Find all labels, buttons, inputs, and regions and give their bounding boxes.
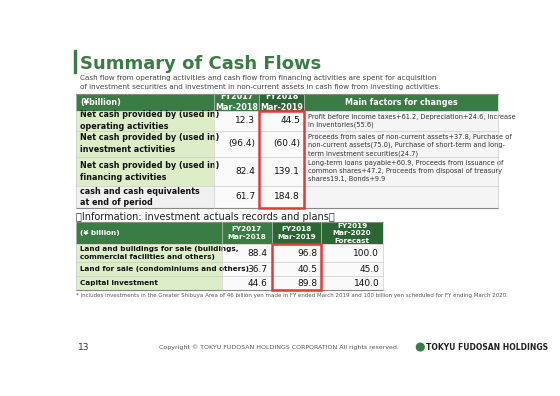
Text: 61.7: 61.7 [235,192,255,202]
Bar [272,244,321,290]
Bar [76,244,222,263]
Text: 96.8: 96.8 [297,249,317,258]
Text: (96.4): (96.4) [228,139,255,148]
Bar [272,222,321,244]
Text: Cash flow from operating activities and cash flow from financing activities are : Cash flow from operating activities and … [80,75,441,90]
Text: FY2017
Mar-2018: FY2017 Mar-2018 [215,92,258,112]
Text: 13: 13 [78,343,89,352]
Text: 〈Information: investment actuals records and plans〉: 〈Information: investment actuals records… [76,212,335,222]
Bar [76,186,214,208]
Bar [214,94,259,110]
Text: 12.3: 12.3 [235,116,255,125]
Text: 89.8: 89.8 [297,279,317,287]
Text: 44.6: 44.6 [248,279,268,287]
Bar [76,110,214,131]
Bar [214,110,259,131]
Bar [259,131,304,157]
Bar [304,94,498,110]
Bar [222,276,272,290]
Bar [304,186,498,208]
Bar [76,94,214,110]
Text: Summary of Cash Flows: Summary of Cash Flows [80,55,321,74]
Text: (60.4): (60.4) [273,139,300,148]
Circle shape [417,343,424,351]
Bar [76,263,222,276]
Bar [222,263,272,276]
Text: Land and buildings for sale (buildings,
commercial facilities and others): Land and buildings for sale (buildings, … [80,246,239,260]
Bar [304,110,498,131]
Bar [321,244,383,263]
Text: 36.7: 36.7 [248,265,268,274]
Text: Net cash provided by (used in)
investment activities: Net cash provided by (used in) investmen… [80,133,220,154]
Text: Capital investment: Capital investment [80,280,158,286]
Text: 44.5: 44.5 [281,116,300,125]
Text: Main factors for changes: Main factors for changes [344,98,458,107]
Text: 82.4: 82.4 [235,167,255,176]
Text: Copyright © TOKYU FUDOSAN HOLDINGS CORPORATION All rights reserved.: Copyright © TOKYU FUDOSAN HOLDINGS CORPO… [159,344,399,350]
Bar [214,157,259,186]
Text: FY2018
Mar-2019: FY2018 Mar-2019 [277,227,316,240]
Bar [304,157,498,186]
Text: TOKYU FUDOSAN HOLDINGS: TOKYU FUDOSAN HOLDINGS [427,343,548,352]
Text: 45.0: 45.0 [359,265,379,274]
Text: FY2018
Mar-2019: FY2018 Mar-2019 [260,92,303,112]
Bar [214,131,259,157]
Bar [259,186,304,208]
Bar [272,276,321,290]
Bar [304,131,498,157]
Bar [272,244,321,263]
Bar [76,131,214,157]
Text: Net cash provided by (used in)
operating activities: Net cash provided by (used in) operating… [80,110,220,131]
Text: 100.0: 100.0 [353,249,379,258]
Bar [76,222,222,244]
Bar [222,244,272,263]
Bar [272,263,321,276]
Text: 184.8: 184.8 [274,192,300,202]
Bar [259,110,304,131]
Text: 140.0: 140.0 [353,279,379,287]
Text: Land for sale (condominiums and others): Land for sale (condominiums and others) [80,266,249,272]
Text: 88.4: 88.4 [248,249,268,258]
Bar [259,94,304,110]
Bar [76,157,214,186]
Text: 40.5: 40.5 [297,265,317,274]
Bar [321,222,383,244]
Text: (¥ billion): (¥ billion) [80,230,120,236]
Text: FY2019
Mar-2020
Forecast: FY2019 Mar-2020 Forecast [333,223,371,244]
Bar [321,263,383,276]
Bar [222,222,272,244]
Bar [321,276,383,290]
Text: * Includes investments in the Greater Shibuya Area of 46 billion yen made in FY : * Includes investments in the Greater Sh… [76,293,508,298]
Text: Profit before income taxes+61.2, Depreciation+24.6, Increase
in Inventories(55.6: Profit before income taxes+61.2, Depreci… [308,114,516,128]
Text: cash and cash equivalents
at end of period: cash and cash equivalents at end of peri… [80,187,200,207]
Bar [214,186,259,208]
Bar [259,110,304,208]
Bar [74,50,76,73]
Text: 139.1: 139.1 [274,167,300,176]
Text: (¥billion): (¥billion) [80,98,121,107]
Bar [259,157,304,186]
Text: FY2017
Mar-2018: FY2017 Mar-2018 [227,227,266,240]
Text: Long-term loans payable+60.9, Proceeds from issuance of
common shares+47.2, Proc: Long-term loans payable+60.9, Proceeds f… [308,160,503,182]
Text: Net cash provided by (used in)
financing activities: Net cash provided by (used in) financing… [80,161,220,182]
Bar [76,276,222,290]
Text: Proceeds from sales of non-current assets+37.8, Purchase of
non-current assets(7: Proceeds from sales of non-current asset… [308,134,512,157]
